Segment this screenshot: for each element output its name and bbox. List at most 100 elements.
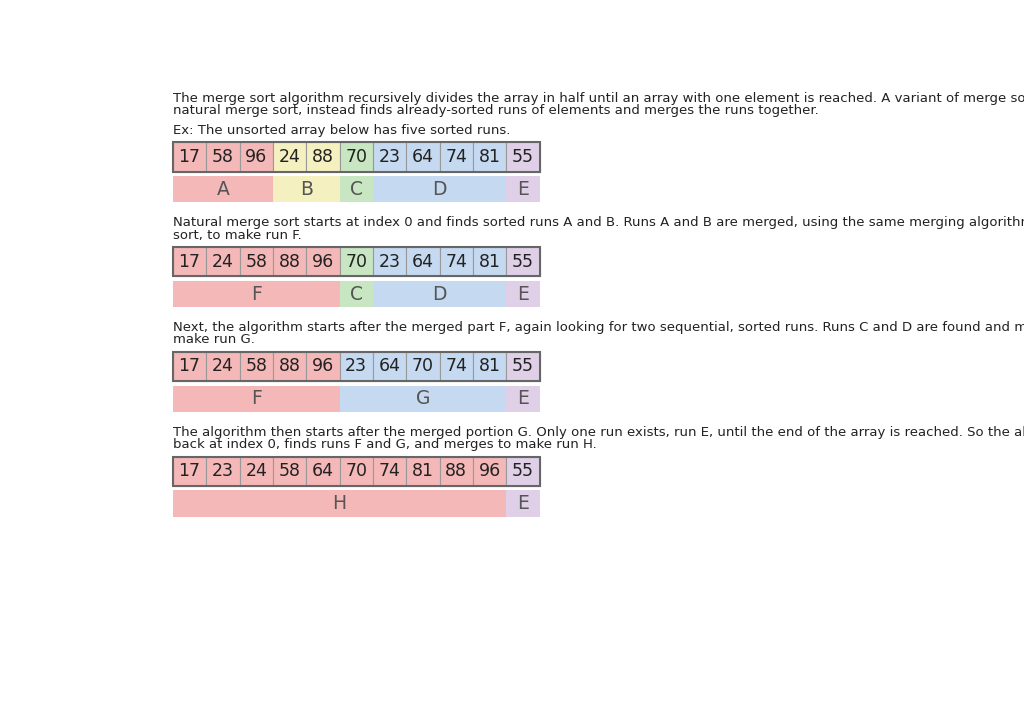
Bar	[473, 352, 506, 381]
Text: B: B	[300, 180, 312, 199]
Text: 96: 96	[311, 357, 334, 375]
Text: 96: 96	[311, 253, 334, 271]
Text: 17: 17	[178, 148, 201, 166]
Bar	[273, 352, 306, 381]
Text: D: D	[432, 180, 446, 199]
Bar	[439, 247, 473, 276]
Text: back at index 0, finds runs F and G, and merges to make run H.: back at index 0, finds runs F and G, and…	[173, 438, 597, 451]
Text: 70: 70	[412, 357, 434, 375]
Bar	[340, 386, 506, 412]
Text: 88: 88	[445, 462, 467, 480]
Bar	[173, 491, 506, 517]
Bar	[173, 386, 340, 412]
Bar	[306, 352, 340, 381]
Text: 70: 70	[345, 253, 368, 271]
Text: A: A	[216, 180, 229, 199]
Text: 24: 24	[279, 148, 300, 166]
Text: 58: 58	[246, 253, 267, 271]
Bar	[206, 247, 240, 276]
Text: 17: 17	[178, 253, 201, 271]
Bar	[240, 456, 273, 486]
Text: 58: 58	[279, 462, 301, 480]
Bar	[373, 247, 407, 276]
Bar	[473, 142, 506, 172]
Bar	[439, 352, 473, 381]
Bar	[373, 281, 506, 307]
Bar	[340, 281, 373, 307]
Bar	[306, 142, 340, 172]
Text: C: C	[350, 180, 362, 199]
Text: E: E	[517, 389, 528, 408]
Bar	[173, 456, 540, 486]
Bar	[373, 142, 407, 172]
Text: 23: 23	[212, 462, 233, 480]
Bar	[206, 456, 240, 486]
Bar	[173, 142, 206, 172]
Text: 58: 58	[246, 357, 267, 375]
Text: The algorithm then starts after the merged portion G. Only one run exists, run E: The algorithm then starts after the merg…	[173, 426, 1024, 439]
Text: 17: 17	[178, 462, 201, 480]
Text: 81: 81	[412, 462, 434, 480]
Text: 55: 55	[512, 253, 534, 271]
Bar	[206, 142, 240, 172]
Text: 74: 74	[379, 462, 400, 480]
Bar	[240, 352, 273, 381]
Text: 24: 24	[246, 462, 267, 480]
Text: 64: 64	[379, 357, 400, 375]
Text: 70: 70	[345, 148, 368, 166]
Text: 88: 88	[279, 357, 301, 375]
Bar	[273, 177, 340, 202]
Bar	[506, 352, 540, 381]
Bar	[506, 456, 540, 486]
Bar	[506, 142, 540, 172]
Text: The merge sort algorithm recursively divides the array in half until an array wi: The merge sort algorithm recursively div…	[173, 92, 1024, 105]
Bar	[306, 247, 340, 276]
Bar	[173, 247, 540, 276]
Bar	[407, 142, 439, 172]
Bar	[439, 142, 473, 172]
Text: Next, the algorithm starts after the merged part F, again looking for two sequen: Next, the algorithm starts after the mer…	[173, 321, 1024, 334]
Text: 58: 58	[212, 148, 233, 166]
Text: D: D	[432, 285, 446, 303]
Text: make run G.: make run G.	[173, 333, 255, 346]
Text: 55: 55	[512, 148, 534, 166]
Bar	[173, 247, 206, 276]
Bar	[340, 142, 373, 172]
Bar	[206, 352, 240, 381]
Bar	[173, 456, 206, 486]
Text: sort, to make run F.: sort, to make run F.	[173, 229, 302, 241]
Bar	[340, 247, 373, 276]
Text: 64: 64	[412, 148, 434, 166]
Text: 23: 23	[379, 148, 400, 166]
Text: 81: 81	[478, 253, 501, 271]
Bar	[407, 352, 439, 381]
Text: E: E	[517, 180, 528, 199]
Text: C: C	[350, 285, 362, 303]
Text: E: E	[517, 494, 528, 513]
Bar	[173, 352, 206, 381]
Text: 88: 88	[312, 148, 334, 166]
Bar	[506, 281, 540, 307]
Text: Natural merge sort starts at index 0 and finds sorted runs A and B. Runs A and B: Natural merge sort starts at index 0 and…	[173, 216, 1024, 229]
Bar	[240, 142, 273, 172]
Bar	[473, 247, 506, 276]
Bar	[473, 456, 506, 486]
Text: 55: 55	[512, 357, 534, 375]
Bar	[439, 456, 473, 486]
Text: F: F	[251, 389, 262, 408]
Bar	[273, 456, 306, 486]
Bar	[373, 456, 407, 486]
Bar	[407, 247, 439, 276]
Bar	[506, 386, 540, 412]
Bar	[240, 247, 273, 276]
Text: E: E	[517, 285, 528, 303]
Bar	[173, 142, 540, 172]
Bar	[340, 352, 373, 381]
Bar	[506, 247, 540, 276]
Bar	[506, 177, 540, 202]
Text: 81: 81	[478, 148, 501, 166]
Bar	[273, 142, 306, 172]
Text: 96: 96	[245, 148, 267, 166]
Bar	[373, 177, 506, 202]
Text: 81: 81	[478, 357, 501, 375]
